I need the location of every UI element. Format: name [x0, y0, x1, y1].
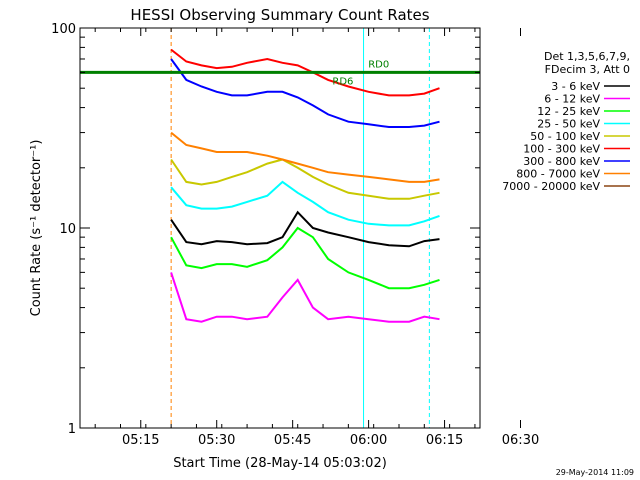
- y-tick-label: 100: [51, 22, 76, 37]
- series-line-3-6keV: [170, 210, 440, 248]
- legend-header-line: Det 1,3,5,6,7,9,: [544, 50, 630, 63]
- legend-label: 7000 - 20000 keV: [502, 180, 600, 193]
- legend-label: 12 - 25 keV: [537, 105, 600, 118]
- series-line-100-300keV: [170, 48, 440, 97]
- series-line-50-100keV: [170, 158, 440, 200]
- legend: Det 1,3,5,6,7,9,FDecim 3, Att 0 3 - 6 keV…: [502, 50, 630, 193]
- x-tick-label: 06:15: [426, 433, 463, 448]
- annotation-rd0: RD0: [368, 59, 389, 70]
- series-line-300-800keV: [170, 58, 440, 128]
- plot-area: RD6 RD0: [80, 28, 480, 428]
- legend-label: 3 - 6 keV: [551, 80, 600, 93]
- legend-label: 800 - 7000 keV: [516, 168, 600, 181]
- y-tick-label: 1: [68, 422, 76, 437]
- legend-label: 6 - 12 keV: [544, 93, 600, 106]
- legend-label: 300 - 800 keV: [523, 155, 600, 168]
- plot-frame: [79, 27, 481, 429]
- legend-header-line: FDecim 3, Att 0: [545, 63, 630, 76]
- x-tick-label: 05:45: [274, 433, 311, 448]
- axes: 05:15 05:30 05:45 06:00 06:15 06:30 1 10 100: [51, 22, 539, 448]
- x-tick-label: 05:15: [122, 433, 159, 448]
- x-tick-label: 06:30: [502, 433, 539, 448]
- x-axis-label: Start Time (28-May-14 05:03:02): [173, 456, 387, 471]
- timestamp: 29-May-2014 11:09: [556, 468, 634, 477]
- x-tick-label: 05:30: [198, 433, 235, 448]
- x-tick-label: 06:00: [350, 433, 387, 448]
- series-line-12-25keV: [170, 226, 440, 290]
- series-line-25-50keV: [170, 180, 440, 227]
- annotation-rd6: RD6: [332, 76, 353, 87]
- legend-label: 25 - 50 keV: [537, 118, 600, 131]
- series-line-800-7000keV: [170, 131, 440, 183]
- legend-label: 50 - 100 keV: [530, 130, 600, 143]
- y-tick-label: 10: [59, 222, 76, 237]
- series-line-6-12keV: [170, 272, 440, 323]
- legend-label: 100 - 300 keV: [523, 143, 600, 156]
- chart-title: HESSI Observing Summary Count Rates: [130, 6, 429, 24]
- y-axis-label: Count Rate (s⁻¹ detector⁻¹): [29, 140, 44, 317]
